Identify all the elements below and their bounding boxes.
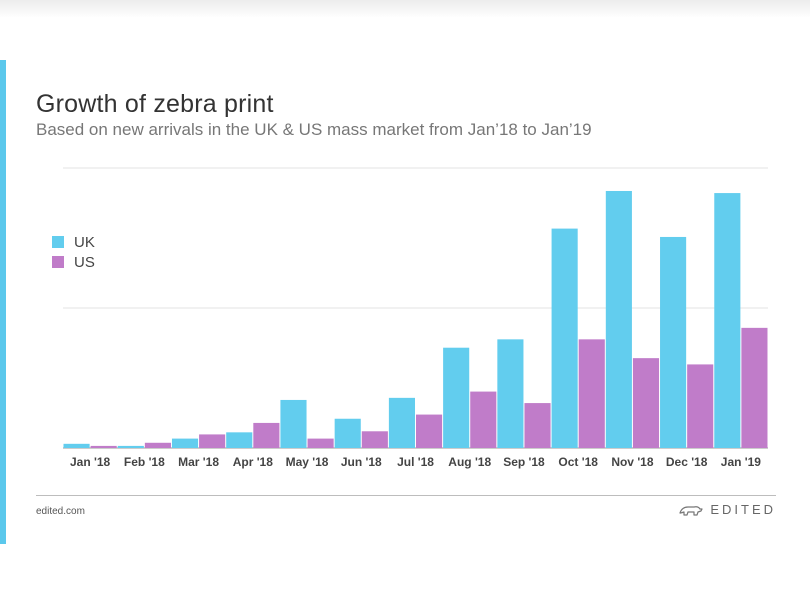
bar-us-3 [253,422,280,448]
x-tick-labels: Jan '18 Feb '18 Mar '18 Apr '18 May '18 Jun '… [70,455,761,469]
legend: UK US [52,234,95,271]
bar-uk-9 [551,228,578,448]
chart-subtitle: Based on new arrivals in the UK & US mas… [36,120,592,139]
legend-label-uk: UK [74,234,95,251]
bar-uk-10 [605,190,632,448]
x-tick-label: Aug '18 [448,455,491,469]
bar-us-12 [741,327,768,448]
bar-uk-2 [171,438,199,448]
bar-uk-3 [226,432,253,448]
legend-swatch-uk [52,236,64,248]
top-shade [0,0,810,18]
legend-swatch-us [52,256,64,268]
bar-us-0 [90,445,117,448]
bar-uk-4 [280,399,307,448]
bar-us-8 [524,403,551,448]
bear-logo-icon [679,505,703,516]
bar-us-10 [632,358,660,448]
bar-uk-7 [443,347,470,448]
accent-bar [0,60,6,544]
source-text: edited.com [36,506,85,517]
x-tick-label: Jan '18 [70,455,111,469]
bar-uk-6 [388,397,415,448]
bar-uk-8 [497,339,524,448]
bar-uk-0 [63,443,90,448]
x-tick-label: Jan '19 [721,455,762,469]
bar-us-6 [416,414,443,448]
bar-uk-5 [334,418,361,448]
bar-uk-1 [117,445,144,448]
x-tick-label: Feb '18 [124,455,165,469]
legend-label-us: US [74,254,95,271]
x-tick-label: May '18 [286,455,329,469]
bar-uk-11 [660,236,687,448]
x-tick-label: Dec '18 [666,455,708,469]
footer-divider [36,495,776,496]
brand-name: EDITED [710,502,776,517]
x-tick-label: Mar '18 [178,455,219,469]
bar-us-11 [687,364,714,448]
bar-us-7 [470,391,497,448]
bar-us-4 [307,438,334,448]
bar-chart: Jan '18 Feb '18 Mar '18 Apr '18 May '18 Jun '… [52,167,768,469]
x-tick-label: Oct '18 [558,455,598,469]
brand-logo: EDITED [678,502,776,517]
x-tick-label: Sep '18 [503,455,545,469]
chart-title: Growth of zebra print [36,90,274,118]
bar-us-9 [578,339,605,448]
bars [63,190,768,448]
x-tick-label: Jul '18 [397,455,434,469]
bar-uk-12 [714,193,741,448]
bar-us-2 [199,434,226,448]
x-tick-label: Jun '18 [341,455,382,469]
x-tick-label: Apr '18 [233,455,274,469]
x-tick-label: Nov '18 [611,455,654,469]
bar-us-1 [144,442,171,448]
bar-us-5 [361,431,388,448]
